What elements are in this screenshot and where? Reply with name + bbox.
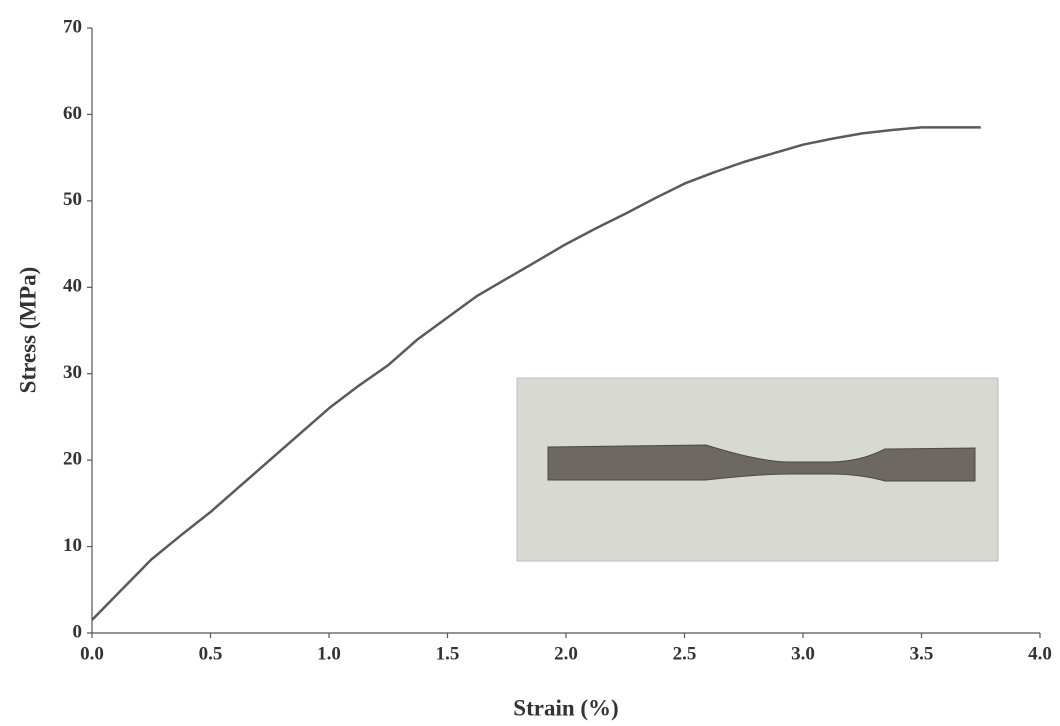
inset-photo	[516, 377, 999, 562]
x-tick-label: 1.5	[436, 643, 460, 664]
y-tick-label: 70	[63, 16, 82, 37]
x-tick-label: 0.0	[80, 643, 104, 664]
x-tick-label: 2.5	[673, 643, 697, 664]
x-tick-label: 1.0	[317, 643, 341, 664]
x-tick-label: 4.0	[1028, 643, 1052, 664]
x-tick-label: 3.5	[910, 643, 934, 664]
y-tick-label: 60	[63, 103, 82, 124]
y-tick-label: 30	[63, 362, 82, 383]
y-axis-label: Stress (MPa)	[15, 267, 40, 394]
y-tick-label: 40	[63, 276, 82, 297]
x-tick-label: 3.0	[791, 643, 815, 664]
stress-strain-curve	[91, 126, 981, 621]
x-tick-label: 2.0	[554, 643, 578, 664]
x-tick-label: 0.5	[199, 643, 223, 664]
x-axis-label: Strain (%)	[513, 695, 618, 720]
y-tick-label: 50	[63, 189, 82, 210]
y-tick-label: 20	[63, 449, 82, 470]
specimen	[547, 444, 976, 482]
y-tick-label: 10	[63, 535, 82, 556]
y-tick-label: 0	[73, 621, 83, 642]
